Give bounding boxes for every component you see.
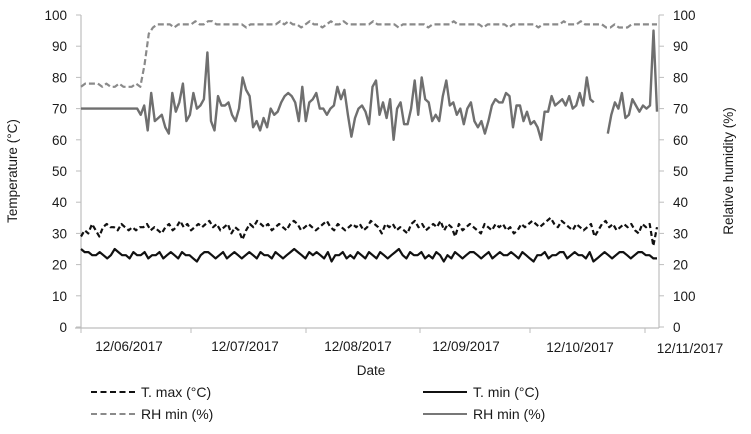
y-tick-label-right: 50	[673, 164, 688, 179]
y-tick-label-right: 80	[673, 70, 688, 85]
series-lines	[80, 20, 659, 263]
y-tick-label-right: 90	[673, 39, 688, 54]
y-tick-label-right: 60	[673, 133, 688, 148]
y-tick-label-right: 70	[673, 102, 688, 117]
series-tmin	[80, 247, 657, 263]
axes: 0 10 20 30 40 50 60 70 80 90 100 0 100 20 30 40 50 60 70 80…	[44, 8, 723, 356]
y-tick-label-left: 60	[52, 133, 67, 148]
x-tick-label: 12/08/2017	[324, 339, 392, 354]
x-tick-label: 12/07/2017	[211, 339, 279, 354]
y-tick-label-left: 30	[52, 226, 67, 241]
series-tmax	[80, 216, 659, 247]
series-rh-solid	[81, 29, 659, 141]
y-tick-label-right: 30	[673, 226, 688, 241]
x-tick-label: 12/06/2017	[95, 339, 163, 354]
y-tick-label-left: 20	[52, 258, 67, 273]
x-tick-label: 12/11/2017	[657, 341, 724, 356]
y-tick-label-left: 50	[52, 164, 67, 179]
y-axis-right-title: Relative humidity (%)	[721, 107, 736, 235]
y-tick-label-left: 0	[59, 320, 67, 335]
y-tick-label-left: 100	[44, 8, 67, 23]
y-tick-label-left: 70	[52, 102, 67, 117]
y-tick-label-right: 0	[673, 320, 681, 335]
y-axis-left-title: Temperature (°C)	[5, 119, 20, 223]
y-tick-label-right: 40	[673, 195, 688, 210]
x-axis-title: Date	[357, 363, 386, 378]
y-tick-label-right: 20	[673, 258, 688, 273]
y-tick-label-left: 80	[52, 70, 67, 85]
y-tick-label-left: 90	[52, 39, 67, 54]
x-tick-label: 12/10/2017	[546, 340, 614, 355]
x-tick-label: 12/09/2017	[432, 339, 500, 354]
y-tick-label-left: 40	[52, 195, 67, 210]
y-tick-label-right: 100	[673, 289, 696, 304]
y-tick-label-right: 100	[673, 8, 696, 23]
y-tick-label-left: 10	[52, 289, 67, 304]
series-rh-dashed	[80, 20, 657, 88]
